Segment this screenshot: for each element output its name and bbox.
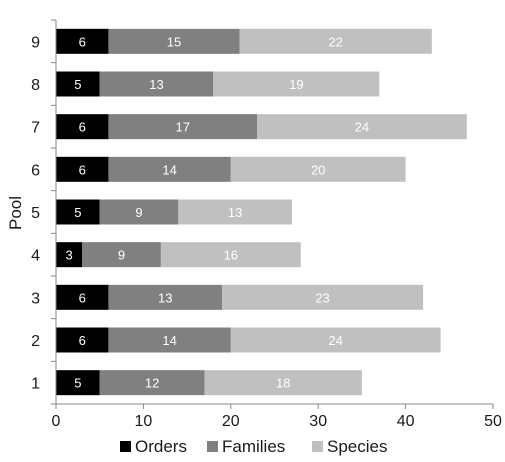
y-tick-label: 2 bbox=[31, 333, 40, 350]
data-label-pool-5-species: 13 bbox=[228, 205, 242, 220]
bar-pool-8-families bbox=[99, 71, 214, 97]
data-label-pool-4-families: 9 bbox=[118, 248, 125, 263]
data-label-pool-9-species: 22 bbox=[328, 34, 342, 49]
data-label-pool-3-orders: 6 bbox=[79, 290, 86, 305]
bar-pool-9-families bbox=[108, 28, 240, 54]
data-label-pool-1-orders: 5 bbox=[74, 376, 81, 391]
data-label-pool-5-orders: 5 bbox=[74, 205, 81, 220]
x-ticks-group: 0 10 20 30 40 50 bbox=[52, 404, 502, 430]
bar-pool-8-orders bbox=[56, 71, 100, 97]
bar-pool-6-orders bbox=[56, 156, 109, 182]
y-tick-label: 1 bbox=[31, 376, 40, 393]
legend-swatch-orders bbox=[120, 441, 131, 452]
x-tick-label: 0 bbox=[52, 413, 61, 430]
bar-pool-4-families bbox=[82, 242, 161, 268]
bar-pool-4-orders bbox=[56, 242, 83, 268]
bar-pool-2-families bbox=[108, 327, 231, 353]
data-label-pool-7-species: 24 bbox=[355, 120, 369, 135]
bar-pool-4-species bbox=[160, 242, 301, 268]
data-label-pool-4-species: 16 bbox=[224, 248, 238, 263]
bar-pool-1-species bbox=[204, 370, 362, 396]
legend-label-families: Families bbox=[222, 437, 285, 456]
data-label-pool-3-families: 13 bbox=[158, 290, 172, 305]
legend-swatch-families bbox=[207, 441, 218, 452]
bar-pool-7-families bbox=[108, 114, 258, 140]
bar-pool-5-species bbox=[178, 199, 292, 225]
data-label-pool-3-species: 23 bbox=[315, 290, 329, 305]
y-tick-label: 3 bbox=[31, 290, 40, 307]
y-tick-label: 8 bbox=[31, 77, 40, 94]
bar-pool-9-species bbox=[239, 28, 432, 54]
data-label-pool-9-orders: 6 bbox=[79, 34, 86, 49]
y-tick-label: 6 bbox=[31, 162, 40, 179]
data-label-pool-7-families: 17 bbox=[175, 120, 189, 135]
x-tick-label: 40 bbox=[397, 413, 415, 430]
y-tick-label: 4 bbox=[31, 248, 40, 265]
x-tick-label: 20 bbox=[222, 413, 240, 430]
data-labels-group: 5 12 18 6 14 24 6 13 23 3 9 16 5 9 13 6 14 20 6 17 24 5 13 19 6 1… bbox=[65, 34, 369, 390]
bars-group bbox=[56, 28, 467, 396]
data-label-pool-9-families: 15 bbox=[167, 34, 181, 49]
bar-pool-8-species bbox=[213, 71, 380, 97]
legend-swatch-species bbox=[312, 441, 323, 452]
bar-pool-3-families bbox=[108, 284, 223, 310]
y-tick-label: 9 bbox=[31, 34, 40, 51]
data-label-pool-2-families: 14 bbox=[162, 333, 176, 348]
bar-pool-2-species bbox=[230, 327, 441, 353]
data-label-pool-8-families: 13 bbox=[149, 77, 163, 92]
legend-label-orders: Orders bbox=[135, 437, 187, 456]
bar-pool-1-orders bbox=[56, 370, 100, 396]
data-label-pool-7-orders: 6 bbox=[79, 120, 86, 135]
data-label-pool-6-orders: 6 bbox=[79, 162, 86, 177]
bar-pool-5-families bbox=[99, 199, 179, 225]
legend: Orders Families Species bbox=[120, 437, 387, 456]
bar-pool-5-orders bbox=[56, 199, 100, 225]
y-tick-label: 5 bbox=[31, 205, 40, 222]
data-label-pool-1-species: 18 bbox=[276, 376, 290, 391]
x-tick-label: 50 bbox=[484, 413, 502, 430]
bar-pool-7-orders bbox=[56, 114, 109, 140]
data-label-pool-1-families: 12 bbox=[145, 376, 159, 391]
data-label-pool-8-species: 19 bbox=[289, 77, 303, 92]
bar-pool-9-orders bbox=[56, 28, 109, 54]
bar-pool-6-species bbox=[230, 156, 406, 182]
y-axis-title: Pool bbox=[6, 196, 25, 230]
y-ticks-group: 1 2 3 4 5 6 7 8 9 bbox=[31, 19, 56, 405]
data-label-pool-6-species: 20 bbox=[311, 162, 325, 177]
bar-pool-6-families bbox=[108, 156, 231, 182]
x-tick-label: 10 bbox=[135, 413, 153, 430]
data-label-pool-8-orders: 5 bbox=[74, 77, 81, 92]
bar-pool-2-orders bbox=[56, 327, 109, 353]
bar-pool-3-species bbox=[222, 284, 424, 310]
x-tick-label: 30 bbox=[309, 413, 327, 430]
data-label-pool-2-orders: 6 bbox=[79, 333, 86, 348]
bar-pool-1-families bbox=[99, 370, 205, 396]
data-label-pool-5-families: 9 bbox=[135, 205, 142, 220]
bar-pool-3-orders bbox=[56, 284, 109, 310]
data-label-pool-2-species: 24 bbox=[328, 333, 342, 348]
legend-label-species: Species bbox=[327, 437, 387, 456]
bar-pool-7-species bbox=[257, 114, 467, 140]
data-label-pool-6-families: 14 bbox=[162, 162, 176, 177]
data-label-pool-4-orders: 3 bbox=[65, 248, 72, 263]
y-tick-label: 7 bbox=[31, 120, 40, 137]
